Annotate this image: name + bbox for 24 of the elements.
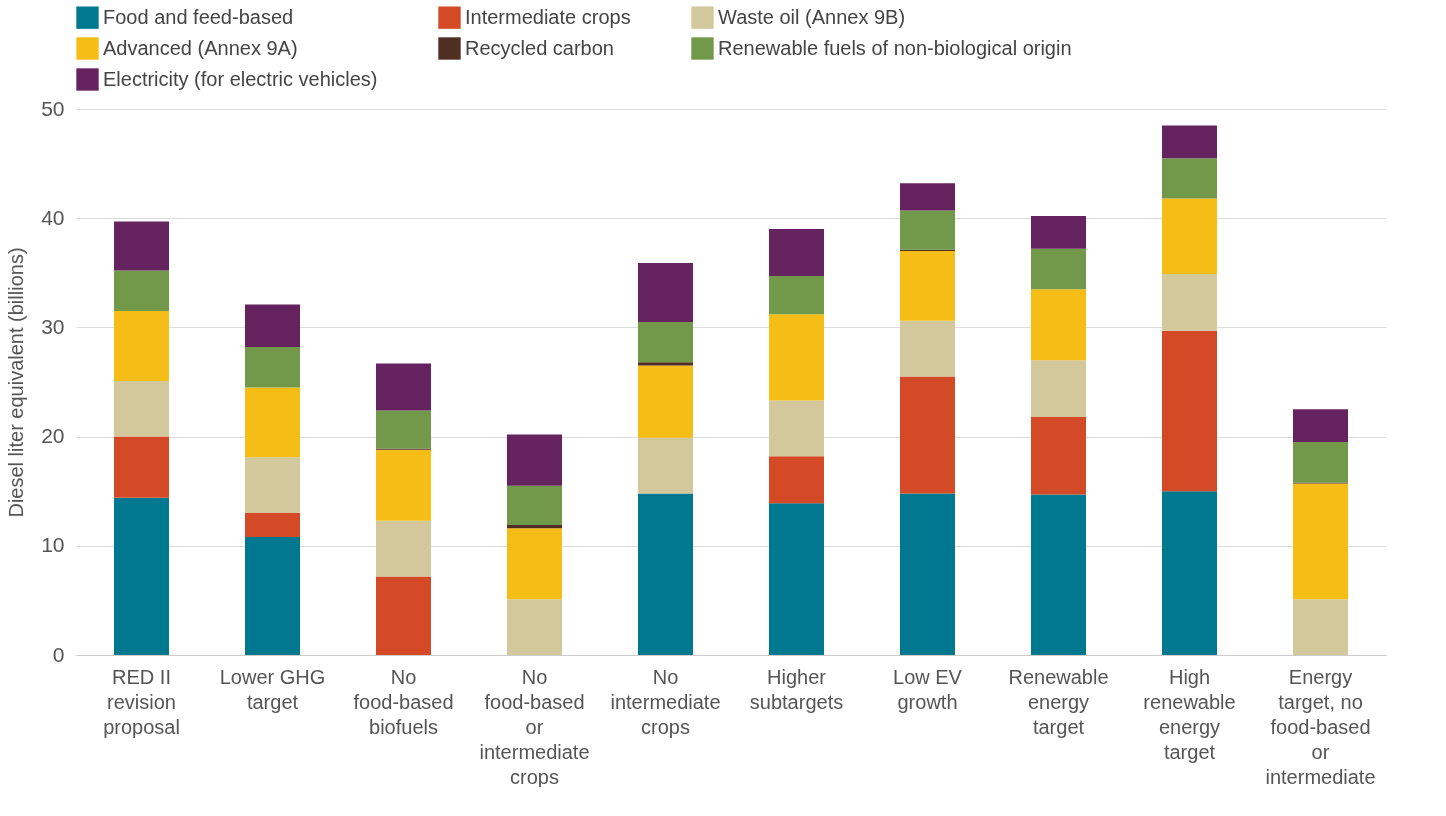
y-tick-label: 0 (52, 642, 65, 666)
legend-label: Advanced (Annex 9A) (103, 36, 298, 59)
x-tick-label: Lower GHG target (219, 665, 326, 713)
x-tick-label: Higher subtargets (749, 665, 844, 713)
y-tick-label: 50 (41, 96, 65, 120)
legend-label: Intermediate crops (465, 5, 631, 28)
x-tick-label: No food-based biofuels (353, 665, 454, 738)
legend-label: Food and feed-based (103, 5, 294, 28)
legend-label: Electricity (for electric vehicles) (103, 67, 378, 90)
legend-label: Renewable fuels of non-biological origin (718, 36, 1072, 59)
legend-label: Recycled carbon (465, 36, 614, 59)
x-tick-label: No intermediate crops (610, 665, 721, 738)
x-tick-label: High renewable energy target (1143, 665, 1236, 763)
legend-label: Waste oil (Annex 9B) (718, 5, 906, 28)
y-tick-label: 10 (41, 533, 65, 557)
x-tick-label: Low EV growth (893, 665, 963, 713)
x-tick-label: Renewable energy target (1008, 665, 1109, 738)
y-tick-label: 40 (41, 205, 65, 229)
x-tick-label: RED II revision proposal (103, 665, 180, 738)
y-tick-label: 20 (41, 424, 65, 448)
x-tick-label: Energy target, no food-based or intermediate (1265, 665, 1376, 788)
y-axis-title: Diesel liter equivalent (billions) (5, 247, 28, 518)
y-tick-label: 30 (41, 314, 65, 338)
x-tick-label: No food-based or intermediate crops (479, 665, 590, 788)
